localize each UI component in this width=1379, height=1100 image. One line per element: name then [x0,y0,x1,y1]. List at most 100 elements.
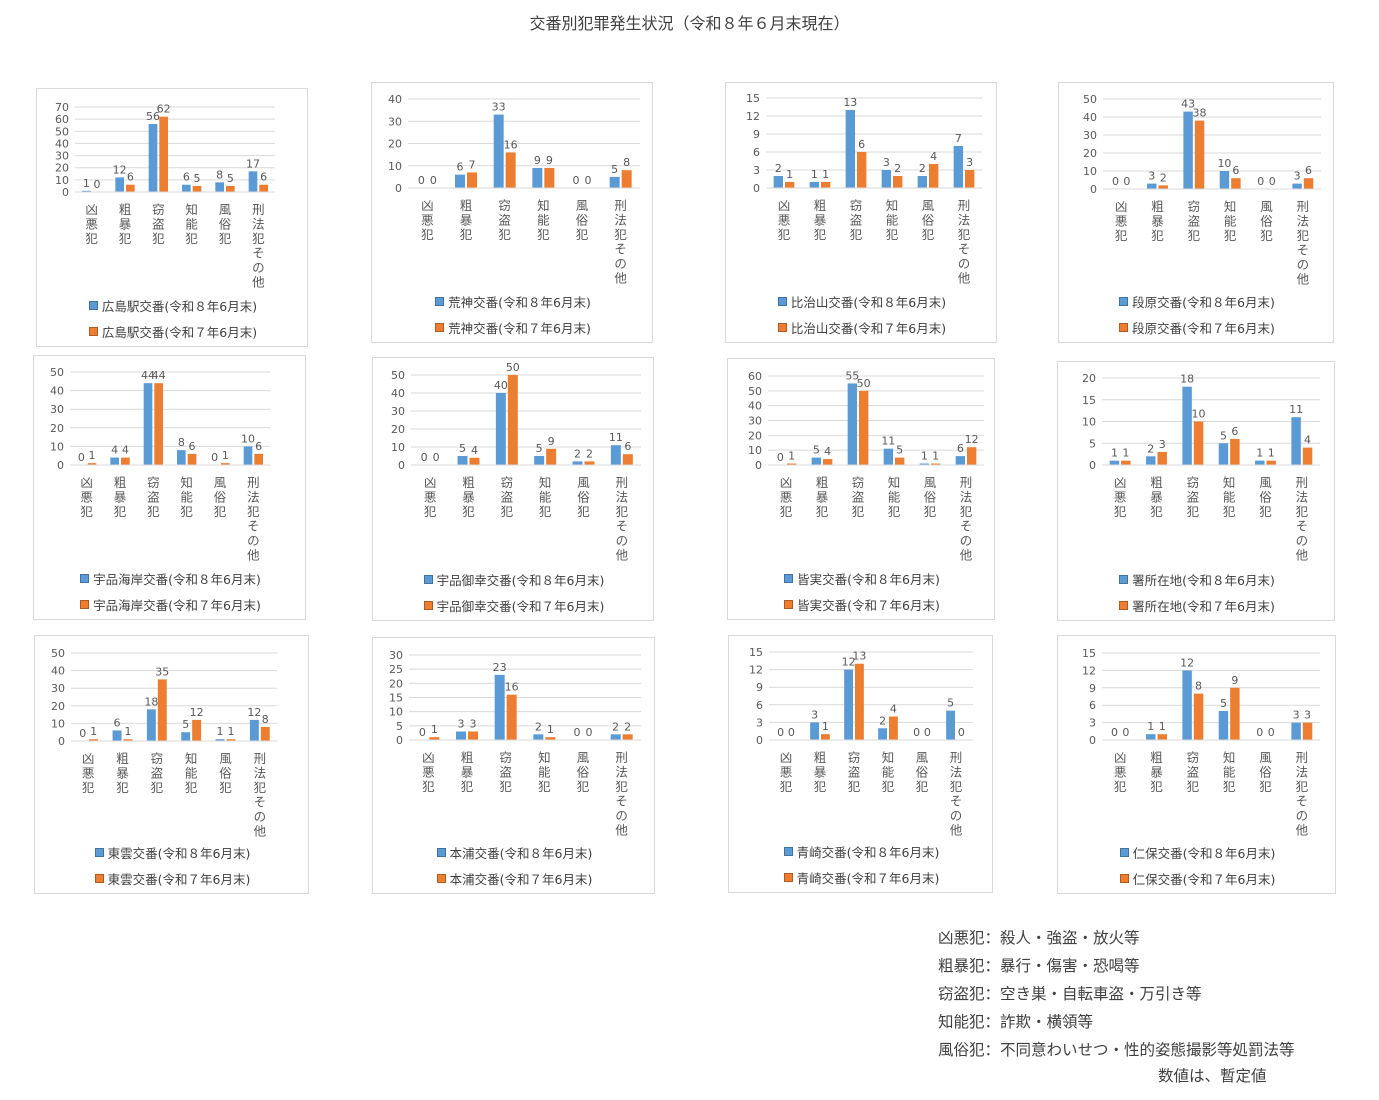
bar [931,463,941,465]
y-tick-label: 40 [748,400,762,413]
data-label: 2 [775,162,782,175]
data-label: 11 [609,431,623,444]
data-label: 0 [777,451,784,464]
data-label: 10 [1192,408,1206,421]
data-label: 1 [431,723,438,736]
legend-entry: 仁保交番(令和８年6月末) [1058,843,1337,862]
bar [123,739,133,741]
legend-entry: 青崎交番(令和７年6月末) [729,868,994,887]
bar [1157,451,1167,465]
data-label: 2 [612,720,619,733]
x-tick-label: 刑法犯その他 [960,475,973,563]
y-tick-label: 0 [753,182,760,195]
y-tick-label: 0 [756,734,763,747]
bar [248,171,258,192]
data-label: 35 [155,665,169,678]
x-tick-label: 知能犯 [1223,750,1236,794]
legend-label: 青崎交番(令和７年6月末) [796,871,940,886]
data-label: 6 [114,716,121,729]
bar [1194,120,1205,189]
bar [1266,460,1276,465]
data-label: 11 [1289,403,1303,416]
y-tick-label: 0 [398,459,405,472]
y-tick-label: 5 [396,720,403,733]
data-label: 4 [471,444,478,457]
bar [572,461,583,465]
data-label: 5 [813,444,820,457]
x-tick-label: 刑法犯その他 [1296,475,1309,563]
y-tick-label: 0 [1089,734,1096,747]
x-tick-label: 刑法犯その他 [614,198,627,286]
data-label: 0 [585,174,592,187]
data-label: 6 [127,171,134,184]
bar [1183,111,1193,189]
data-label: 8 [623,156,630,169]
note-line: 風俗犯：不同意わいせつ・性的姿態撮影等処罰法等 [938,1041,1295,1059]
data-label: 6 [183,171,190,184]
data-label: 0 [1256,726,1263,739]
legend-swatch [1119,323,1129,332]
bar [1146,734,1156,740]
x-tick-label: 窃盗犯 [499,750,512,794]
y-tick-label: 50 [1083,93,1097,106]
data-label: 6 [1232,164,1239,177]
y-tick-label: 40 [388,93,402,106]
bar [1291,417,1301,465]
bar [469,457,480,465]
x-tick-label: 窃盗犯 [848,750,861,794]
bar [965,170,975,188]
data-label: 3 [1159,438,1166,451]
legend-label: 仁保交番(令和８年6月末) [1132,846,1276,861]
chart-panel: 0 10 20 30 40 50 0 0 凶悪犯 3 2 粗暴犯 43 38 窃盗犯 10 6 知能犯 0 0 風俗犯 3… [1058,82,1334,343]
x-tick-label: 風俗犯 [922,198,935,242]
y-tick-label: 10 [55,174,69,187]
x-tick-label: 凶悪犯 [85,202,98,246]
bar [1193,693,1204,740]
legend-entry: 比治山交番(令和７年6月末) [726,318,998,337]
legend-swatch [436,874,446,883]
legend-entry: 荒神交番(令和７年6月末) [372,318,654,337]
data-label: 3 [470,718,477,731]
bar [455,174,465,188]
data-label: 2 [535,720,542,733]
data-label: 8 [262,713,269,726]
y-tick-label: 0 [62,186,69,199]
data-label: 2 [894,162,901,175]
x-tick-label: 刑法犯その他 [254,751,267,839]
y-tick-label: 50 [748,385,762,398]
x-tick-label: 刑法犯その他 [958,198,971,286]
bar [192,185,202,192]
x-tick-label: 凶悪犯 [80,475,93,519]
bar [845,110,855,188]
y-tick-label: 20 [1082,372,1096,385]
x-tick-label: 窃盗犯 [147,475,160,519]
y-tick-label: 15 [746,92,760,105]
data-label: 38 [1193,107,1207,120]
bar [226,739,236,741]
x-tick-label: 風俗犯 [1259,750,1272,794]
data-label: 1 [227,725,234,738]
data-label: 3 [966,156,973,169]
data-label: 8 [216,168,223,181]
y-tick-label: 10 [748,444,762,457]
x-tick-label: 粗暴犯 [1150,475,1163,519]
data-label: 55 [845,369,859,382]
legend-label: 宇品海岸交番(令和８年6月末) [93,572,261,587]
data-label: 1 [1111,447,1118,460]
bar [82,190,91,192]
data-label: 43 [1181,98,1195,111]
bar [192,719,202,741]
note-line: 窃盗犯：空き巣・自転車盗・万引き等 [938,985,1202,1003]
bar [429,737,440,740]
data-label: 3 [1294,170,1301,183]
bar [495,393,506,465]
legend-swatch [777,323,787,332]
bar [249,719,259,741]
x-tick-label: 粗暴犯 [814,750,827,794]
data-label: 10 [241,432,255,445]
x-tick-label: 粗暴犯 [119,202,132,246]
bar [621,170,632,188]
legend-swatch [784,600,794,609]
y-tick-label: 15 [749,646,763,659]
data-label: 0 [421,451,428,464]
